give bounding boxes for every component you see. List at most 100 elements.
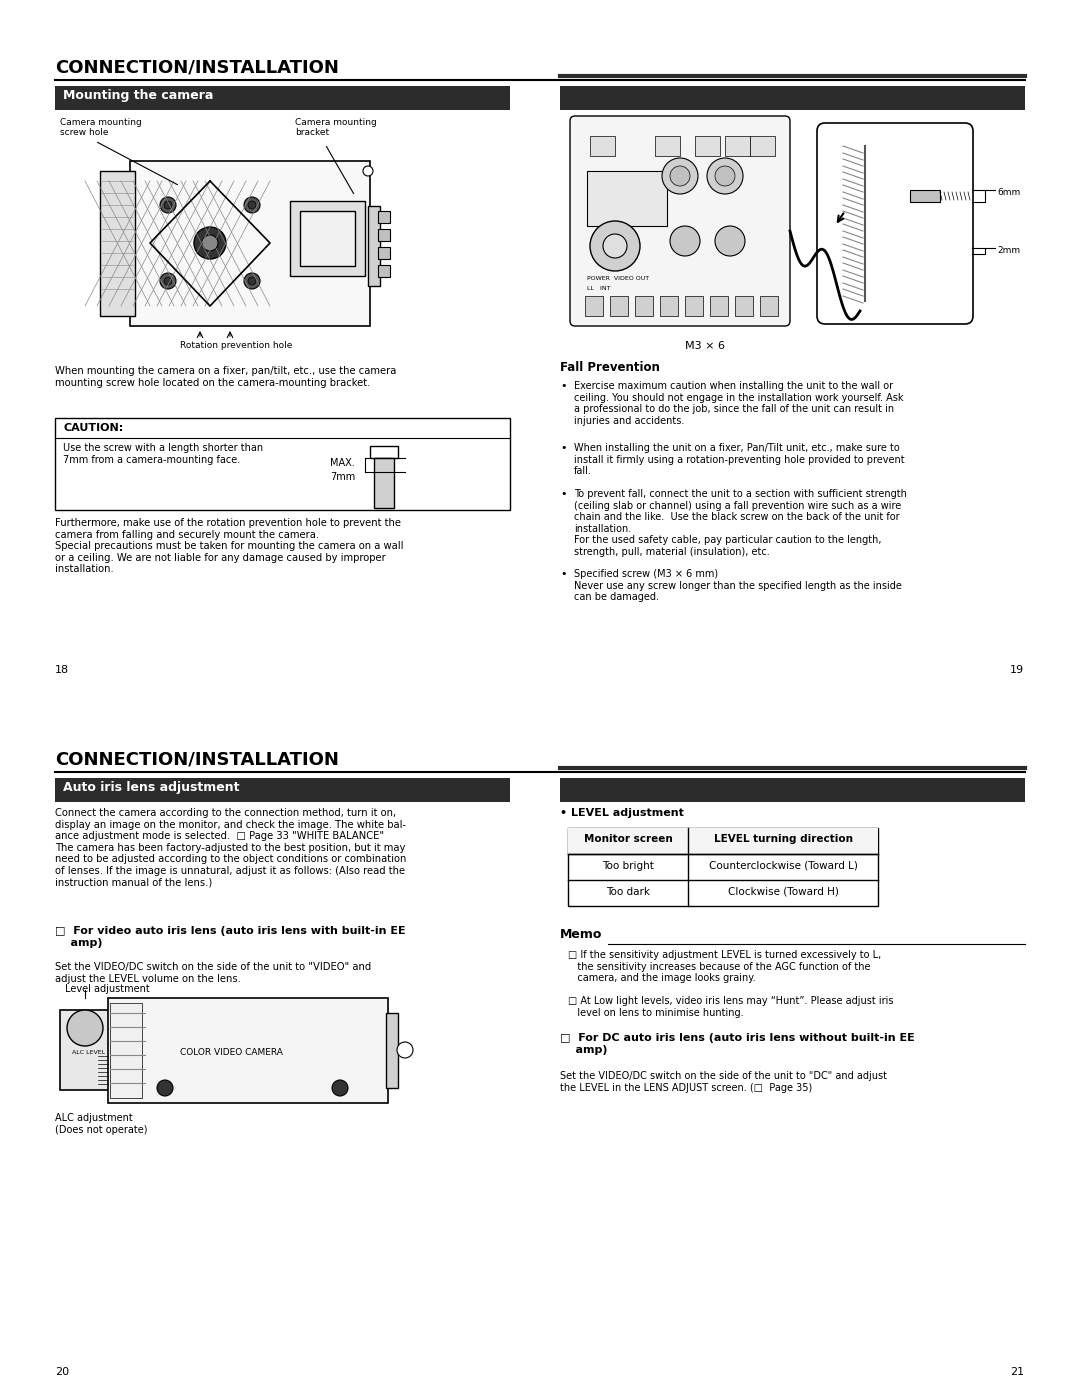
Text: Clockwise (Toward H): Clockwise (Toward H) — [728, 887, 838, 897]
Text: 6mm: 6mm — [997, 189, 1021, 197]
Bar — [568, 828, 878, 907]
Circle shape — [670, 166, 690, 186]
Bar — [386, 1013, 399, 1088]
Text: When mounting the camera on a fixer, pan/tilt, etc., use the camera
mounting scr: When mounting the camera on a fixer, pan… — [55, 366, 396, 387]
Bar — [378, 247, 390, 258]
Bar — [654, 136, 680, 156]
Text: Too dark: Too dark — [606, 887, 650, 897]
Text: To prevent fall, connect the unit to a section with sufficient strength
(ceiling: To prevent fall, connect the unit to a s… — [573, 489, 907, 557]
Text: Monitor screen: Monitor screen — [583, 834, 673, 844]
Bar — [378, 265, 390, 277]
Bar — [635, 296, 653, 316]
Text: Counterclockwise (Toward L): Counterclockwise (Toward L) — [708, 861, 858, 870]
Text: When installing the unit on a fixer, Pan/Tilt unit, etc., make sure to
install i: When installing the unit on a fixer, Pan… — [573, 443, 905, 476]
Text: ALC adjustment
(Does not operate): ALC adjustment (Does not operate) — [55, 1113, 148, 1134]
Circle shape — [202, 235, 218, 251]
Bar — [585, 296, 603, 316]
Text: Too bright: Too bright — [602, 861, 653, 870]
Bar — [300, 211, 355, 265]
FancyBboxPatch shape — [816, 123, 973, 324]
Circle shape — [363, 166, 373, 176]
Text: 21: 21 — [1010, 1368, 1024, 1377]
Circle shape — [157, 1080, 173, 1097]
Bar — [374, 458, 394, 509]
Text: •: • — [561, 569, 567, 578]
Text: Set the VIDEO/DC switch on the side of the unit to "DC" and adjust
the LEVEL in : Set the VIDEO/DC switch on the side of t… — [561, 1071, 887, 1092]
Text: •: • — [561, 381, 567, 391]
Circle shape — [194, 226, 226, 258]
Text: 20: 20 — [55, 1368, 69, 1377]
Circle shape — [248, 277, 256, 285]
Text: 7mm: 7mm — [330, 472, 355, 482]
Bar — [370, 446, 399, 458]
Text: CONNECTION/INSTALLATION: CONNECTION/INSTALLATION — [55, 750, 339, 768]
Bar — [568, 828, 878, 854]
Bar — [660, 296, 678, 316]
Text: Specified screw (M3 × 6 mm)
Never use any screw longer than the specified length: Specified screw (M3 × 6 mm) Never use an… — [573, 569, 902, 602]
Text: CAUTION:: CAUTION: — [63, 423, 123, 433]
Circle shape — [244, 272, 260, 289]
Bar — [368, 205, 380, 286]
Bar — [760, 296, 778, 316]
Bar — [55, 418, 510, 510]
Bar — [710, 296, 728, 316]
Circle shape — [715, 226, 745, 256]
Bar — [696, 136, 720, 156]
Text: • LEVEL adjustment: • LEVEL adjustment — [561, 807, 684, 819]
Text: Connect the camera according to the connection method, turn it on,
display an im: Connect the camera according to the conn… — [55, 807, 406, 887]
Circle shape — [67, 1010, 103, 1046]
Bar — [561, 778, 1025, 802]
Text: □  For DC auto iris lens (auto iris lens without built-in EE
    amp): □ For DC auto iris lens (auto iris lens … — [561, 1032, 915, 1055]
Text: M3 × 6: M3 × 6 — [685, 341, 725, 351]
Text: CONNECTION/INSTALLATION: CONNECTION/INSTALLATION — [55, 59, 339, 75]
Circle shape — [164, 201, 172, 210]
Bar — [910, 190, 940, 203]
Text: Mounting the camera: Mounting the camera — [63, 89, 214, 102]
Bar — [110, 1003, 141, 1098]
Text: Memo: Memo — [561, 928, 603, 942]
Circle shape — [715, 166, 735, 186]
Text: Camera mounting
screw hole: Camera mounting screw hole — [60, 117, 141, 137]
Text: Level adjustment: Level adjustment — [65, 983, 150, 995]
Text: 18: 18 — [55, 665, 69, 675]
Bar — [291, 201, 365, 277]
Text: 2mm: 2mm — [997, 246, 1021, 256]
Bar — [561, 87, 1025, 110]
Circle shape — [590, 221, 640, 271]
Circle shape — [332, 1080, 348, 1097]
Text: •: • — [561, 489, 567, 499]
Circle shape — [603, 235, 627, 258]
Text: Furthermore, make use of the rotation prevention hole to prevent the
camera from: Furthermore, make use of the rotation pr… — [55, 518, 404, 574]
Text: □  For video auto iris lens (auto iris lens with built-in EE
    amp): □ For video auto iris lens (auto iris le… — [55, 926, 406, 947]
Text: ALC LEVEL: ALC LEVEL — [72, 1051, 105, 1055]
Bar — [735, 296, 753, 316]
Bar — [685, 296, 703, 316]
Text: COLOR VIDEO CAMERA: COLOR VIDEO CAMERA — [180, 1048, 283, 1058]
Text: □ If the sensitivity adjustment LEVEL is turned excessively to L,
   the sensiti: □ If the sensitivity adjustment LEVEL is… — [568, 950, 881, 983]
Text: Fall Prevention: Fall Prevention — [561, 360, 660, 374]
Text: Use the screw with a length shorter than
7mm from a camera-mounting face.: Use the screw with a length shorter than… — [63, 443, 264, 465]
Text: •: • — [561, 443, 567, 453]
Bar — [130, 161, 370, 326]
Circle shape — [248, 201, 256, 210]
Text: Rotation prevention hole: Rotation prevention hole — [180, 341, 293, 351]
Text: Set the VIDEO/DC switch on the side of the unit to "VIDEO" and
adjust the LEVEL : Set the VIDEO/DC switch on the side of t… — [55, 963, 372, 983]
FancyBboxPatch shape — [570, 116, 789, 326]
Text: POWER  VIDEO OUT: POWER VIDEO OUT — [588, 277, 649, 281]
Bar — [378, 211, 390, 224]
Text: MAX.: MAX. — [330, 458, 354, 468]
Text: Camera mounting
bracket: Camera mounting bracket — [295, 117, 377, 137]
Bar — [378, 229, 390, 242]
Circle shape — [160, 197, 176, 212]
Bar — [750, 136, 775, 156]
Text: Auto iris lens adjustment: Auto iris lens adjustment — [63, 781, 240, 793]
Bar — [100, 170, 135, 316]
Bar — [725, 136, 750, 156]
Circle shape — [160, 272, 176, 289]
Bar — [590, 136, 615, 156]
Circle shape — [707, 158, 743, 194]
Circle shape — [670, 226, 700, 256]
Text: 19: 19 — [1010, 665, 1024, 675]
Circle shape — [662, 158, 698, 194]
Bar — [108, 997, 388, 1104]
